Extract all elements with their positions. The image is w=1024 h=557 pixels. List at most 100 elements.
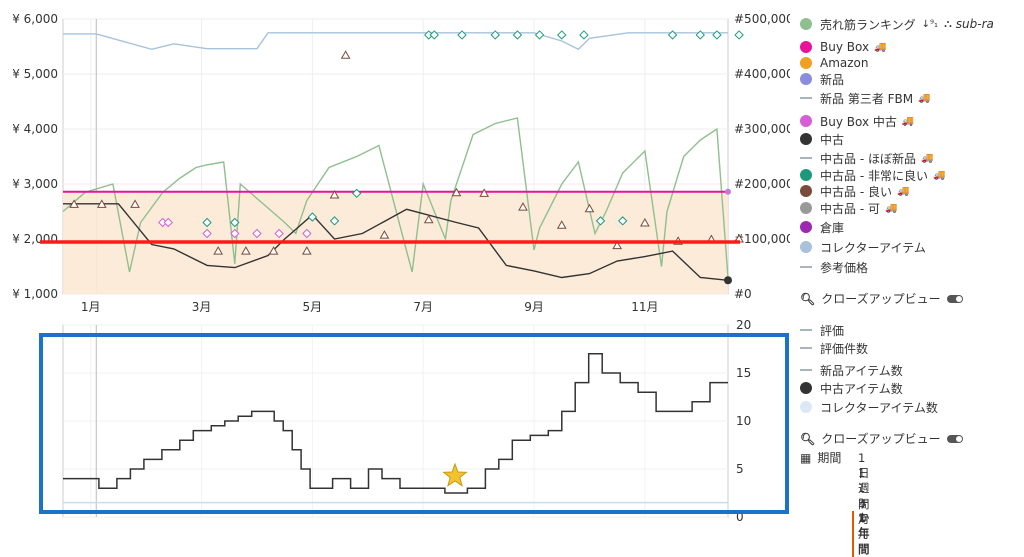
bottom-axis-tick-label: 20 (736, 318, 751, 332)
x-axis-tick-label: 11月 (631, 300, 658, 314)
range-option[interactable]: 1年間 (852, 511, 870, 557)
right-axis-tick-label: #300,000 (734, 122, 790, 136)
legend-label: コレクターアイテム (820, 239, 926, 256)
legend-item[interactable]: 中古 (800, 131, 844, 147)
legend-item[interactable]: 評価 (800, 322, 844, 338)
legend-item[interactable]: 新品 第三者 FBM🚚 (800, 90, 931, 106)
right-axis-tick-label: #400,000 (734, 67, 790, 81)
legend-dot-icon (800, 241, 812, 253)
right-axis-tick-label: #200,000 (734, 177, 790, 191)
hierarchy-icon[interactable]: ⛬ (944, 17, 952, 31)
x-axis-tick-label: 9月 (524, 300, 544, 314)
legend-dot-icon (800, 18, 812, 30)
legend-label: Buy Box (820, 40, 869, 54)
legend-dot-icon (800, 185, 812, 197)
sort-icon[interactable]: ↓⁹₁ (922, 19, 938, 30)
legend-dot-icon (800, 41, 812, 53)
used-last-point (724, 276, 732, 284)
buybox-end-point (725, 189, 731, 195)
legend-label: 評価件数 (820, 340, 868, 357)
closeup-label: クローズアップビュー (821, 290, 940, 307)
magnifier-icon: 🔍︎ (800, 432, 815, 446)
legend-dash-icon (800, 266, 812, 268)
legend-item[interactable]: Amazon (800, 55, 869, 71)
right-axis-tick-label: #0 (734, 287, 752, 301)
left-axis-tick-label: ¥ 6,000 (12, 12, 58, 26)
legend-dash-icon (800, 347, 812, 349)
legend-dot-icon (800, 73, 812, 85)
legend-item[interactable]: 売れ筋ランキング ↓⁹₁ ⛬ sub-ra (800, 16, 994, 32)
legend-label: 売れ筋ランキング (820, 16, 916, 33)
legend-label: 中古品 - ほぼ新品 (820, 150, 916, 167)
legend-label: 中古アイテム数 (820, 380, 903, 397)
legend-item[interactable]: コレクターアイテム (800, 239, 926, 255)
legend-dot-icon (800, 202, 812, 214)
truck-icon: 🚚 (885, 203, 897, 214)
legend-item[interactable]: 中古品 - 可 🚚 (800, 200, 897, 216)
truck-icon: 🚚 (874, 42, 886, 53)
legend-label: 新品 (820, 71, 844, 88)
bottom-axis-tick-label: 5 (736, 462, 744, 476)
legend-item[interactable]: Buy Box 🚚 (800, 39, 887, 55)
legend-label: コレクターアイテム数 (820, 399, 938, 416)
legend-dot-icon (800, 401, 812, 413)
closeup-label: クローズアップビュー (821, 430, 940, 447)
period-label: ▦ 期間 (800, 449, 841, 466)
closeup-toggle[interactable]: 🔍︎ クローズアップビュー (800, 430, 963, 447)
left-axis-tick-label: ¥ 3,000 (12, 177, 58, 191)
calendar-icon: ▦ (800, 451, 811, 465)
legend-label: 倉庫 (820, 219, 844, 236)
x-axis-tick-label: 3月 (192, 300, 212, 314)
legend-dash-icon (800, 369, 812, 371)
right-axis-tick-label: #500,000 (734, 12, 790, 26)
toggle-switch[interactable] (947, 295, 963, 303)
truck-icon: 🚚 (918, 93, 930, 104)
toggle-switch[interactable] (947, 435, 963, 443)
legend-label: Buy Box 中古 (820, 113, 897, 130)
truck-icon: 🚚 (933, 170, 945, 181)
legend-item[interactable]: 中古品 - 良い 🚚 (800, 183, 909, 199)
legend-label: 中古品 - 可 (820, 200, 880, 217)
closeup-toggle[interactable]: 🔍︎ クローズアップビュー (800, 290, 963, 307)
legend-label: 中古品 - 非常に良い (820, 167, 928, 184)
legend-label: 中古品 - 良い (820, 183, 892, 200)
legend-label: Amazon (820, 56, 869, 70)
legend-dot-icon (800, 169, 812, 181)
legend-dot-icon (800, 382, 812, 394)
legend-dot-icon (800, 57, 812, 69)
chart-area: ¥ 1,000¥ 2,000¥ 3,000¥ 4,000¥ 5,000¥ 6,0… (0, 0, 790, 545)
legend-label: 評価 (820, 322, 844, 339)
legend-label: 参考価格 (820, 259, 868, 276)
legend-item[interactable]: コレクターアイテム数 (800, 399, 938, 415)
legend-item[interactable]: 倉庫 (800, 219, 844, 235)
subcategory-rank-label[interactable]: sub-ra (956, 17, 994, 31)
marker-中古品 - 非常に良い (735, 31, 743, 39)
legend-dash-icon (800, 329, 812, 331)
legend-label: 中古 (820, 131, 844, 148)
legend-label: 新品アイテム数 (820, 362, 903, 379)
legend-item[interactable]: 中古品 - ほぼ新品 🚚 (800, 150, 933, 166)
legend-item[interactable]: 参考価格 (800, 259, 868, 275)
legend-dot-icon (800, 221, 812, 233)
truck-icon: 🚚 (921, 153, 933, 164)
truck-icon: 🚚 (897, 186, 909, 197)
magnifier-icon: 🔍︎ (800, 292, 815, 306)
right-axis-tick-label: #100,000 (734, 232, 790, 246)
left-axis-tick-label: ¥ 2,000 (12, 232, 58, 246)
truck-icon: 🚚 (902, 116, 914, 127)
left-axis-tick-label: ¥ 4,000 (12, 122, 58, 136)
legend-dot-icon (800, 133, 812, 145)
period-text: 期間 (817, 449, 841, 466)
legend-item[interactable]: 評価件数 (800, 340, 868, 356)
legend-item[interactable]: 中古品 - 非常に良い 🚚 (800, 167, 945, 183)
legend-item[interactable]: 中古アイテム数 (800, 380, 903, 396)
legend-dash-icon (800, 157, 812, 159)
legend-item[interactable]: Buy Box 中古 🚚 (800, 113, 914, 129)
legend-item[interactable]: 新品アイテム数 (800, 362, 903, 378)
legend-dot-icon (800, 115, 812, 127)
x-axis-tick-label: 1月 (81, 300, 101, 314)
bottom-axis-tick-label: 10 (736, 414, 751, 428)
bottom-axis-tick-label: 15 (736, 366, 751, 380)
legend-item[interactable]: 新品 (800, 71, 844, 87)
x-axis-tick-label: 5月 (303, 300, 323, 314)
